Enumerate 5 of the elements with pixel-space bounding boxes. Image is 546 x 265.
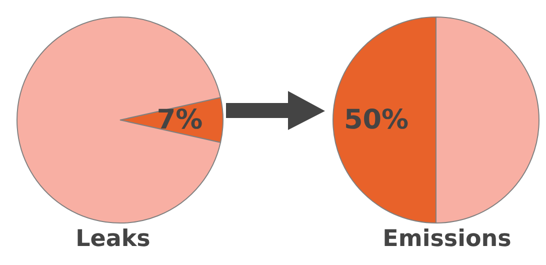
text: Emissions	[382, 226, 512, 252]
pie-slice	[16, 16, 222, 224]
text: Leaks	[74, 226, 152, 252]
data-label: 50%	[344, 104, 409, 136]
data-label: 7%	[156, 104, 203, 136]
